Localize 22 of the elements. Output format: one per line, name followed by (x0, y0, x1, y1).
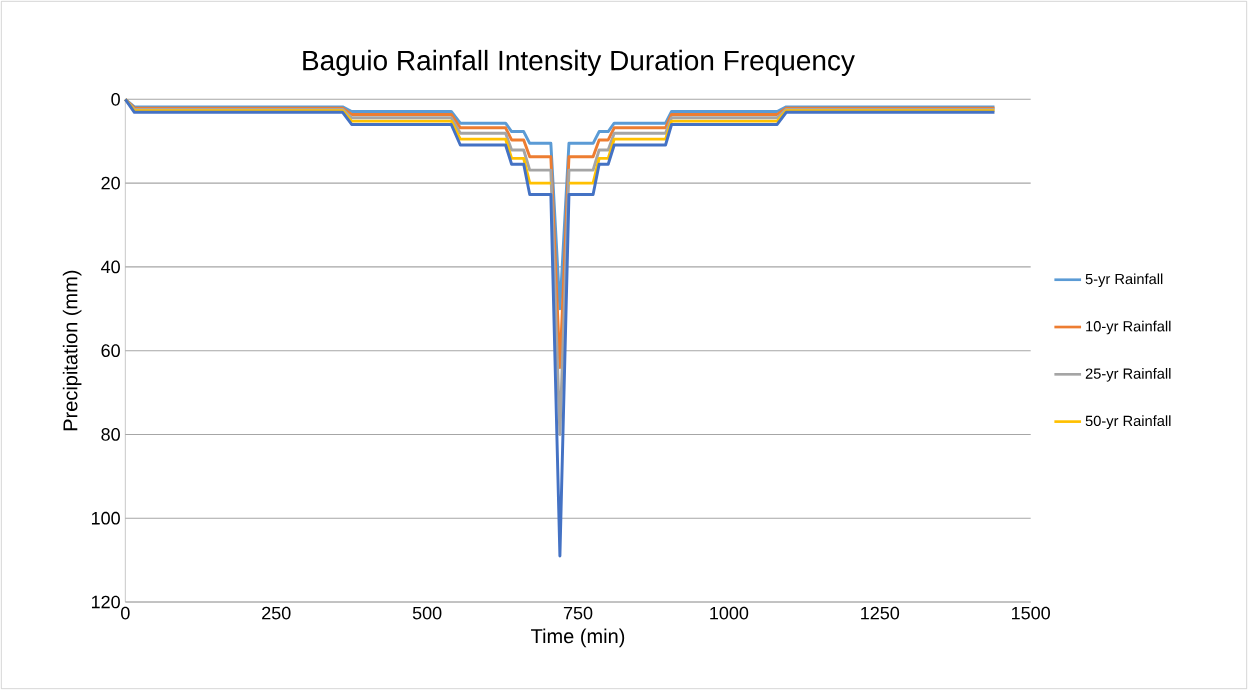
legend-label: 10-yr Rainfall (1086, 320, 1171, 335)
legend-label: 5-yr Rainfall (1085, 273, 1163, 288)
x-tick-label: 1250 (861, 606, 900, 620)
y-tick-label: 0 (111, 92, 120, 106)
line-series (123, 97, 996, 558)
y-tick-label: 40 (101, 260, 120, 274)
y-tick-label: 100 (91, 511, 120, 525)
x-tick-label: 1000 (710, 606, 749, 620)
x-tick-label: 0 (121, 606, 130, 620)
legend-label: 50-yr Rainfall (1085, 415, 1171, 429)
x-tick-label: 500 (412, 606, 442, 620)
y-tick-label: 80 (101, 428, 120, 441)
x-axis-title: Time (min) (531, 628, 625, 648)
y-tick-label: 20 (101, 176, 120, 190)
x-tick-label: 750 (563, 606, 593, 620)
y-axis-title: Precipitation (mm) (62, 270, 82, 431)
y-tick-label: 60 (101, 344, 120, 358)
x-tick-label: 1500 (1012, 606, 1050, 620)
chart-title: Baguio Rainfall Intensity Duration Frequency (303, 49, 855, 76)
y-tick-label: 120 (91, 595, 120, 609)
legend-label: 25-yr Rainfall (1085, 368, 1171, 382)
x-tick-label: 250 (262, 606, 291, 620)
